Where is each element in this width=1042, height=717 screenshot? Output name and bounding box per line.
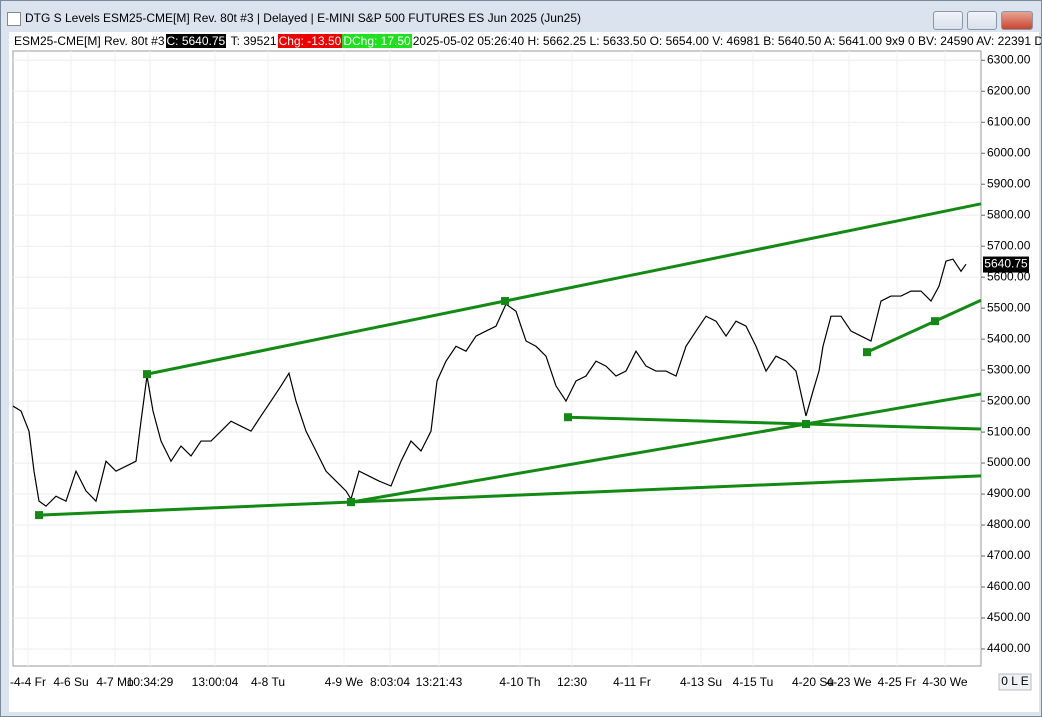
trendline [146,202,982,376]
y-tick-label: 4900.00 [987,486,1031,500]
trendline-anchor [501,297,509,306]
trendline-anchor [347,498,355,507]
corner-box [998,673,1032,691]
last-price-box [983,256,1029,273]
y-tick-label: 4700.00 [987,548,1031,562]
daily-change: DChg: 17.50 [342,34,412,48]
corner-label: 0 L E [1001,674,1029,688]
y-tick-label: 5000.00 [987,455,1031,469]
y-tick-label: 6100.00 [987,114,1031,128]
y-tick-label: 5900.00 [987,176,1031,190]
x-tick-label: 4-15 Tu [733,675,774,689]
x-tick-label: 12:30 [557,675,587,689]
x-tick-label: 4-23 We [826,675,871,689]
y-tick-label: 4400.00 [987,641,1031,655]
trendline [38,474,982,517]
last-price-label: 5640.75 [984,257,1028,271]
y-tick-label: 6200.00 [987,83,1031,97]
trendline-anchor [35,511,43,520]
change: Chg: -13.50 [277,34,343,48]
maximize-button[interactable] [967,11,997,30]
x-tick-label: 4-11 Fr [613,675,651,689]
info-bar: ESM25-CME[M] Rev. 80t #3 C: 5640.75 T: 39… [13,33,1042,49]
symbol: ESM25-CME[M] Rev. 80t #3 [14,34,165,48]
trendline-anchor [863,348,871,357]
trendline-anchor [143,370,151,379]
trendline [866,298,982,354]
window-title: DTG S Levels ESM25-CME[M] Rev. 80t #3 | … [25,11,582,25]
y-tick-label: 5700.00 [987,238,1031,252]
chart: 0 L E 4400.00 4500.00 4600.00 4700.00 4800.0… [9,32,1039,712]
x-tick-label: 13:00:04 [192,675,239,689]
y-tick-label: 5100.00 [987,424,1031,438]
plot-area [12,50,982,667]
window-icon [7,12,21,26]
details: 2025-05-02 05:26:40 H: 5662.25 L: 5633.5… [412,34,1042,48]
x-tick-label: 4-25 Fr [878,675,917,689]
close: C: 5640.75 [165,34,227,48]
y-tick-label: 4600.00 [987,579,1031,593]
x-tick-label: 4-20 Su [792,675,834,689]
y-tick-label: 4500.00 [987,610,1031,624]
x-tick-label: 13:21:43 [416,675,463,689]
x-tick-label: 4-6 Su [53,675,88,689]
trendline-anchor [564,413,572,422]
y-tick-label: 5500.00 [987,300,1031,314]
y-tick-label: 6000.00 [987,145,1031,159]
trendline [567,415,982,431]
x-tick-label: 4-13 Su [680,675,722,689]
y-tick-label: 5800.00 [987,207,1031,221]
ticks: T: 39521 [230,34,277,48]
trendline [350,392,982,504]
y-tick-label: 4800.00 [987,517,1031,531]
trendline-anchor [931,317,939,326]
price-line [12,258,967,507]
close-button[interactable] [1001,11,1033,30]
x-tick-label: 8:03:04 [370,675,410,689]
y-tick-label: 5200.00 [987,393,1031,407]
x-tick-label: 4-10 Th [499,675,540,689]
trendline-anchor [802,420,810,429]
x-tick-label: 4-9 We [325,675,364,689]
x-tick-label: 4-8 Tu [251,675,285,689]
x-tick-label: 4-30 We [922,675,967,689]
minimize-button[interactable] [933,11,963,30]
x-tick-label: 4-7 Mo [96,675,134,689]
y-tick-label: 6300.00 [987,52,1031,66]
x-tick-label: -4-4 Fr [10,675,46,689]
y-tick-label: 5400.00 [987,331,1031,345]
x-tick-label: 10:34:29 [127,675,174,689]
y-tick-label: 5300.00 [987,362,1031,376]
y-tick-label: 5600.00 [987,269,1031,283]
